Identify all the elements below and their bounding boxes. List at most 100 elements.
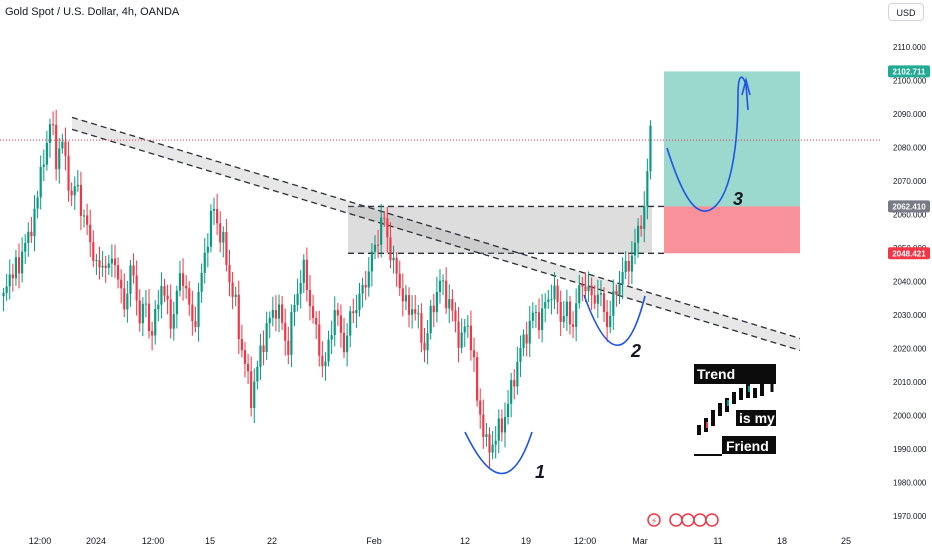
- sticker-candles-icon: [697, 382, 764, 435]
- candle-body: [584, 286, 587, 292]
- candle-body: [200, 272, 203, 292]
- us-flag-icon[interactable]: [705, 513, 719, 527]
- candle-body: [126, 293, 129, 310]
- candle-body: [144, 303, 148, 305]
- stop-zone[interactable]: [664, 206, 800, 254]
- candle-body: [389, 237, 392, 261]
- wave-label-3: 3: [733, 189, 743, 209]
- candle-body: [55, 124, 58, 170]
- candle-body: [497, 418, 500, 441]
- descending-trend-channel[interactable]: [72, 117, 800, 351]
- candle-body: [630, 255, 633, 272]
- curve-wave-1[interactable]: [464, 431, 533, 475]
- bottom-event-icons[interactable]: ⚡: [647, 513, 719, 527]
- y-tick-label: 1990.000: [893, 445, 927, 454]
- candle-body: [308, 290, 312, 307]
- y-tick-label: 2010.000: [893, 378, 927, 387]
- candle-body: [51, 124, 55, 126]
- candle-body: [352, 311, 355, 314]
- candle-body: [89, 224, 92, 243]
- lightning-icon[interactable]: [647, 513, 661, 527]
- curve-wave-2[interactable]: [583, 294, 646, 346]
- candle-body: [429, 305, 432, 334]
- candle-body: [516, 361, 519, 387]
- candle-body: [593, 295, 596, 304]
- candle-body: [141, 303, 144, 324]
- wave-label-2: 2: [630, 341, 641, 361]
- candle-body: [290, 312, 293, 355]
- price-axis[interactable]: 1970.000 1980.000 1990.000 2000.000 2010.000…: [893, 43, 927, 521]
- candle-body: [228, 264, 231, 283]
- candle-body: [339, 315, 343, 333]
- sticker-line-1: Trend: [697, 366, 735, 382]
- y-tick-label: 2070.000: [893, 177, 927, 186]
- y-tick-label: 2040.000: [893, 278, 927, 287]
- candle-body: [531, 312, 534, 321]
- y-tick-label: 2100.000: [893, 77, 927, 86]
- candle-body: [355, 309, 358, 314]
- consolidation-zone[interactable]: [348, 206, 652, 254]
- candle-body: [206, 246, 209, 253]
- candle-body: [160, 286, 163, 305]
- candle-body: [246, 363, 250, 372]
- candle-body: [364, 284, 367, 288]
- candle-body: [349, 311, 352, 336]
- candle-body: [506, 403, 510, 417]
- candle-body: [296, 293, 299, 305]
- time-axis[interactable]: 12:00 2024 12:00 15 22 Feb 12 19 12:00 Mar 11 18 25: [29, 536, 851, 546]
- candle-body: [110, 258, 113, 264]
- y-tick-label: 2030.000: [893, 311, 927, 320]
- candle-body: [404, 295, 408, 302]
- candle-body: [237, 294, 240, 340]
- candle-body: [271, 310, 274, 318]
- candle-body: [151, 331, 154, 336]
- candle-body: [401, 288, 404, 302]
- us-flag-icon[interactable]: [681, 513, 695, 527]
- x-tick-label: 19: [521, 536, 531, 546]
- candle-body: [194, 321, 197, 328]
- candle-body: [8, 274, 11, 287]
- candle-body: [383, 217, 386, 219]
- candle-body: [392, 257, 395, 261]
- candle-body: [21, 251, 24, 274]
- currency-button[interactable]: USD: [888, 3, 924, 21]
- candle-body: [33, 208, 36, 237]
- curve-wave-3[interactable]: [666, 76, 749, 212]
- candle-body: [606, 311, 609, 328]
- trendline-upper[interactable]: [71, 116, 801, 340]
- candle-body: [225, 231, 228, 265]
- candle-body: [522, 334, 525, 348]
- target-zone[interactable]: [664, 71, 800, 207]
- candle-body: [435, 291, 438, 313]
- candle-body: [95, 260, 98, 262]
- candle-body: [61, 141, 64, 149]
- candle-body: [411, 309, 414, 315]
- candle-body: [466, 325, 469, 327]
- y-tick-label: 2110.000: [893, 43, 926, 52]
- candle-body: [519, 347, 522, 362]
- y-tick-label: 2080.000: [893, 144, 927, 153]
- candle-body: [451, 299, 454, 311]
- candle-body: [441, 280, 445, 282]
- candle-body: [262, 345, 265, 353]
- trendline-lower[interactable]: [71, 128, 801, 352]
- us-flag-icon[interactable]: [693, 513, 707, 527]
- candle-body: [602, 293, 606, 312]
- candle-body: [417, 313, 420, 315]
- candle-body: [70, 190, 73, 196]
- arrow-head-icon: [741, 76, 751, 96]
- sticker-line-3: Friend: [726, 438, 769, 454]
- x-tick-label: 25: [841, 536, 851, 546]
- x-tick-label: 18: [777, 536, 787, 546]
- candle-body: [367, 271, 370, 288]
- x-tick-label: 2024: [86, 536, 106, 546]
- candle-body: [318, 324, 321, 356]
- candle-body: [231, 282, 234, 297]
- candle-body: [643, 206, 646, 229]
- candle-body: [550, 299, 553, 301]
- candle-body: [132, 265, 135, 276]
- candle-body: [24, 242, 27, 252]
- us-flag-icon[interactable]: [669, 513, 683, 527]
- y-tick-label: 2020.000: [893, 345, 927, 354]
